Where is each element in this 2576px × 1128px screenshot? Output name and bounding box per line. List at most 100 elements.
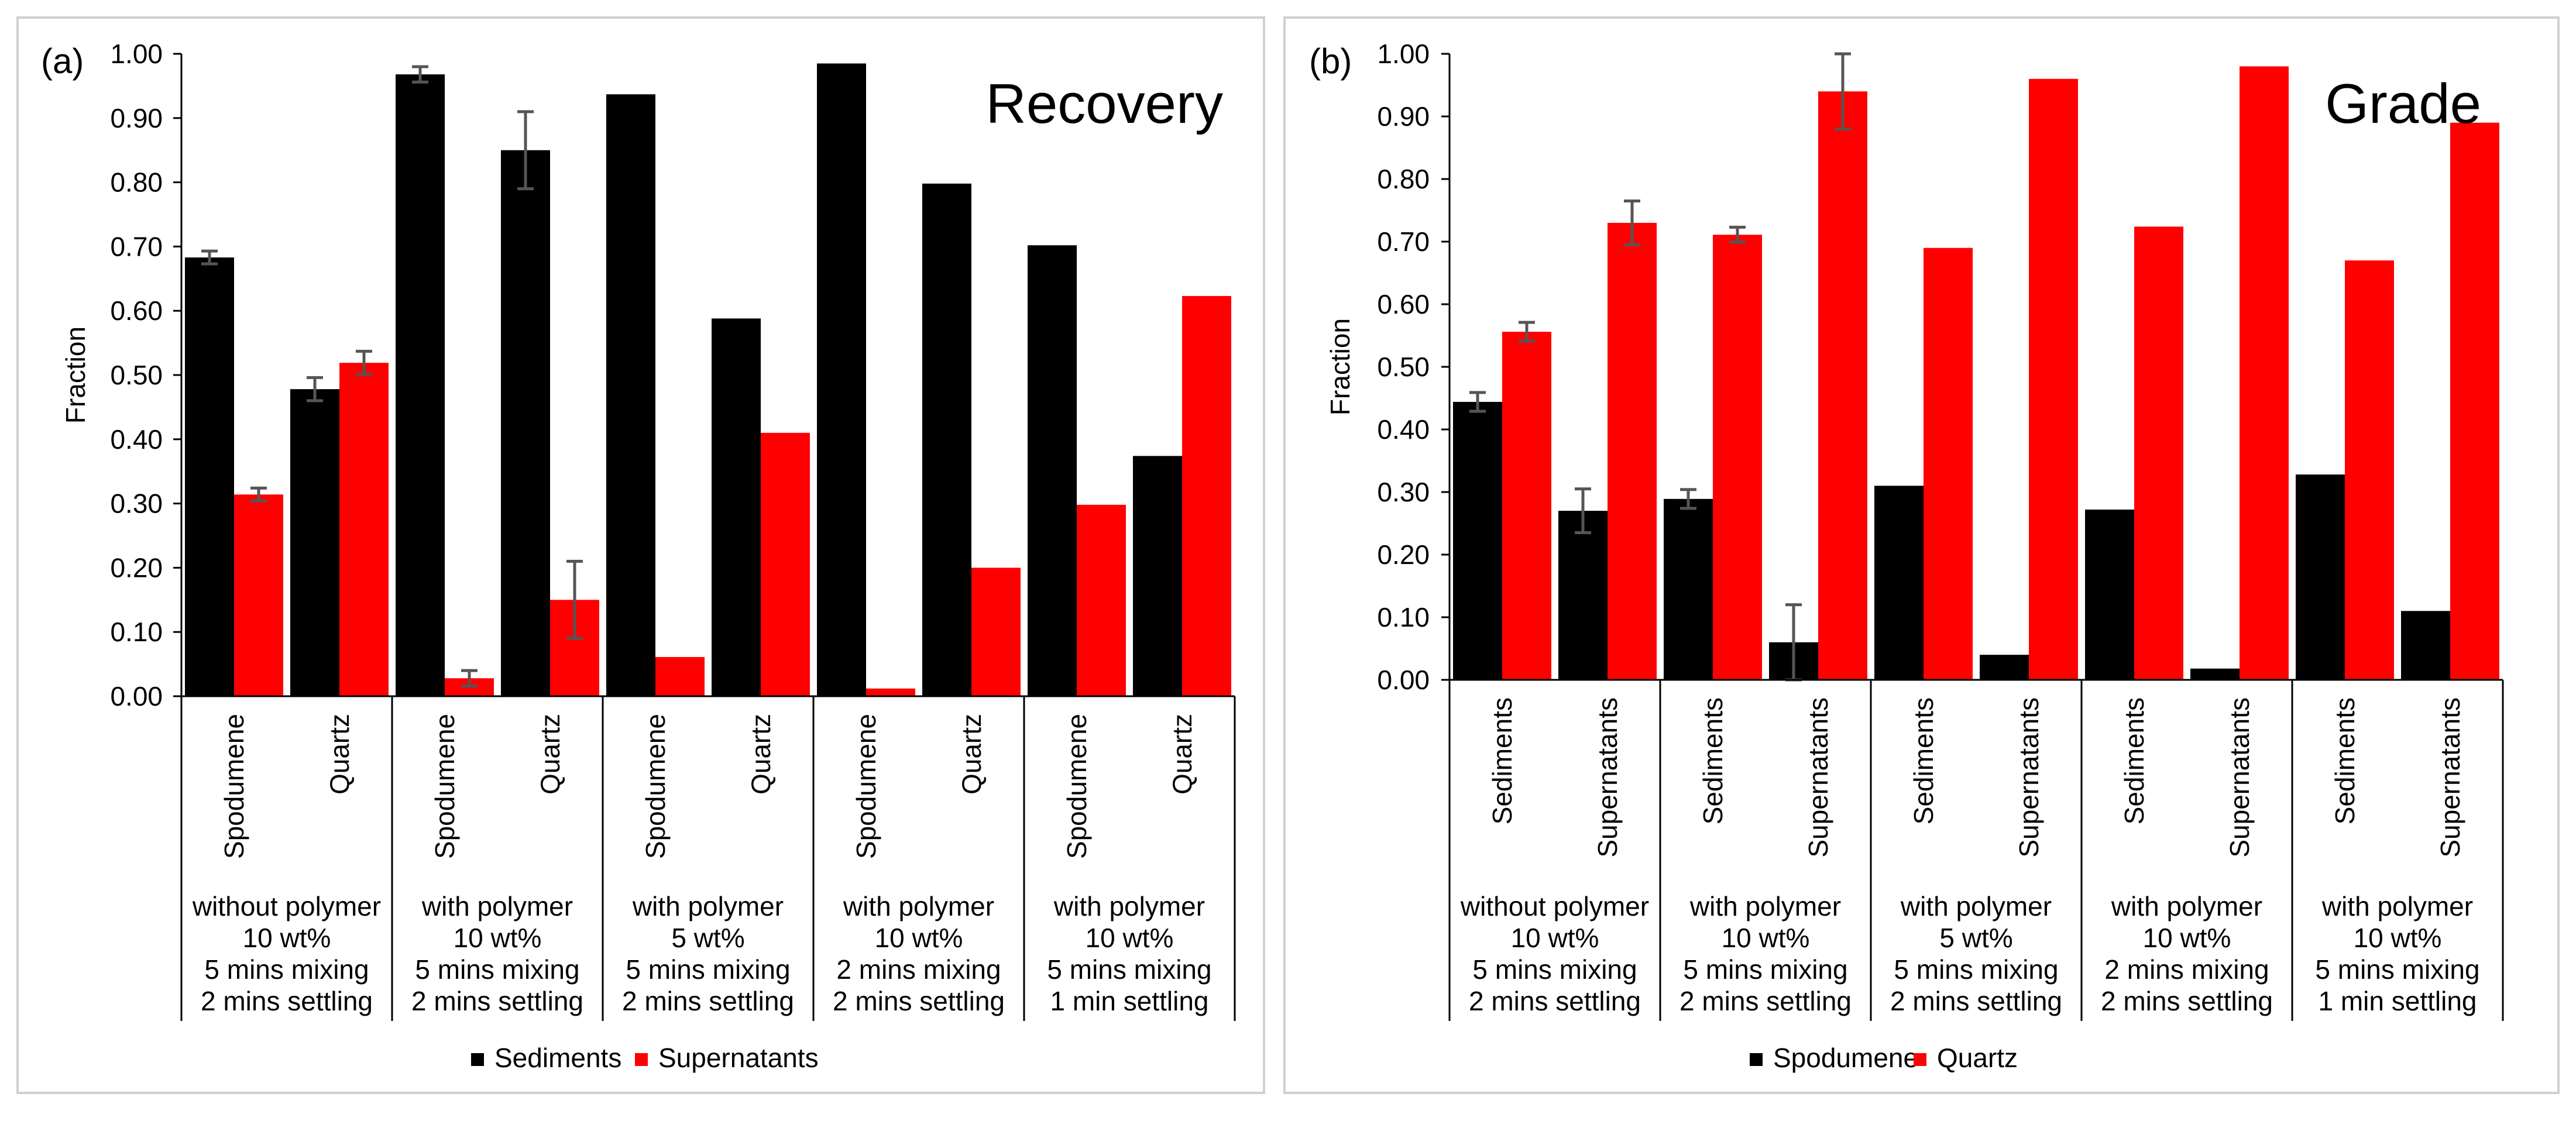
group-condition-label: with polymer — [1900, 891, 2052, 921]
y-tick-label: 0.80 — [1377, 164, 1430, 194]
group-condition-label: with polymer — [421, 891, 573, 921]
bar-quartz — [2240, 66, 2289, 680]
category-label: Supernatants — [1803, 697, 1833, 858]
y-axis-label: Fraction — [60, 326, 91, 424]
y-tick-label: 1.00 — [110, 39, 163, 69]
group-condition-label: 2 mins mixing — [836, 954, 1001, 985]
category-label: Quartz — [746, 714, 776, 795]
bar-quartz — [2450, 122, 2499, 680]
bar-quartz — [1713, 235, 1762, 680]
bar-quartz — [1502, 332, 1551, 680]
y-tick-label: 0.40 — [110, 424, 163, 455]
group-condition-label: 5 mins mixing — [626, 954, 790, 985]
y-tick-label: 0.20 — [110, 552, 163, 583]
category-label: Spodumene — [640, 714, 671, 859]
category-label: Sediments — [2330, 697, 2360, 824]
chart-title: Recovery — [986, 73, 1223, 135]
category-label: Spodumene — [430, 714, 460, 859]
category-label: Supernatants — [1592, 697, 1623, 858]
group-condition-label: 10 wt% — [243, 923, 331, 953]
bar-spodumene — [1453, 401, 1502, 680]
group-condition-label: 5 mins mixing — [2315, 954, 2479, 985]
group-condition-label: 10 wt% — [1511, 923, 1599, 953]
group-condition-label: 2 mins settling — [622, 986, 794, 1016]
category-label: Sediments — [1908, 697, 1939, 824]
y-tick-label: 0.70 — [110, 231, 163, 262]
group-condition-label: 5 mins mixing — [415, 954, 579, 985]
legend-swatch-quartz — [1914, 1053, 1926, 1066]
bar-quartz — [2029, 78, 2078, 680]
y-tick-label: 0.30 — [1377, 477, 1430, 507]
group-condition-label: 2 mins mixing — [2104, 954, 2269, 985]
bar-spodumene — [1980, 655, 2029, 680]
y-tick-label: 0.30 — [110, 489, 163, 519]
y-tick-label: 0.70 — [1377, 226, 1430, 257]
bar-quartz — [1818, 91, 1867, 680]
panel-frame — [16, 16, 1265, 1094]
group-condition-label: 5 mins mixing — [204, 954, 369, 985]
group-condition-label: with polymer — [2111, 891, 2262, 921]
panel-frame — [1283, 16, 2560, 1094]
group-condition-label: with polymer — [2321, 891, 2473, 921]
category-label: Quartz — [535, 714, 565, 795]
bar-supernatants — [339, 363, 389, 696]
category-label: Quartz — [956, 714, 987, 795]
category-label: Quartz — [1167, 714, 1197, 795]
bar-sediments — [1133, 456, 1182, 696]
group-condition-label: 1 min settling — [1050, 986, 1208, 1016]
bar-quartz — [1608, 222, 1657, 680]
recovery-chart-panel: 0.00 0.10 0.20 0.30 0.40 0.50 0.60 0.70 0.80 0.90… — [16, 16, 1265, 1094]
grade-chart-panel: 0.00 0.10 0.20 0.30 0.40 0.50 0.60 0.70 0.80 0.90… — [1283, 16, 2560, 1094]
legend-swatch-spodumene — [1750, 1053, 1763, 1066]
bar-supernatants — [1077, 504, 1126, 696]
category-label: Supernatants — [2014, 697, 2044, 858]
legend-swatch-sediments — [471, 1053, 484, 1066]
legend-label: Sediments — [494, 1043, 621, 1073]
legend-swatch-supernatants — [635, 1053, 648, 1066]
bar-sediments — [817, 63, 866, 697]
chart-title: Grade — [2325, 73, 2481, 135]
group-condition-label: 2 mins settling — [2101, 986, 2273, 1016]
y-tick-label: 0.50 — [110, 360, 163, 390]
bar-spodumene — [1664, 498, 1713, 680]
category-label: Supernatants — [2435, 697, 2465, 858]
group-condition-label: 10 wt% — [1722, 923, 1810, 953]
bar-spodumene — [2296, 474, 2345, 680]
y-tick-label: 0.10 — [1377, 602, 1430, 632]
group-condition-label: 10 wt% — [2143, 923, 2231, 953]
group-condition-label: without polymer — [1460, 891, 1649, 921]
group-condition-label: 5 wt% — [671, 923, 744, 953]
y-axis-label: Fraction — [1325, 318, 1355, 415]
bar-spodumene — [1558, 511, 1608, 680]
bar-sediments — [922, 183, 971, 696]
group-condition-label: with polymer — [843, 891, 994, 921]
y-tick-label: 0.10 — [110, 617, 163, 647]
category-label: Quartz — [324, 714, 355, 795]
bar-supernatants — [971, 568, 1021, 696]
group-condition-label: 2 mins settling — [1679, 986, 1852, 1016]
legend-label: Spodumene — [1773, 1043, 1918, 1073]
y-tick-label: 0.00 — [110, 681, 163, 711]
bar-spodumene — [2190, 668, 2240, 680]
category-label: Spodumene — [1062, 714, 1092, 859]
category-label: Sediments — [2119, 697, 2149, 824]
y-tick-label: 0.20 — [1377, 539, 1430, 570]
group-condition-label: with polymer — [632, 891, 784, 921]
group-condition-label: 2 mins settling — [411, 986, 583, 1016]
bar-quartz — [2134, 226, 2183, 680]
legend-label: Quartz — [1937, 1043, 2018, 1073]
bar-sediments — [501, 150, 550, 696]
bar-sediments — [606, 94, 655, 697]
category-label: Supernatants — [2224, 697, 2255, 858]
category-label: Spodumene — [851, 714, 881, 859]
bar-sediments — [185, 257, 234, 696]
group-condition-label: 1 min settling — [2318, 986, 2477, 1016]
bar-sediments — [1028, 245, 1077, 697]
group-condition-label: 5 mins mixing — [1894, 954, 2058, 985]
category-label: Spodumene — [219, 714, 249, 859]
y-tick-label: 0.40 — [1377, 414, 1430, 445]
group-condition-label: 2 mins settling — [201, 986, 373, 1016]
group-condition-label: 2 mins settling — [1890, 986, 2062, 1016]
bar-supernatants — [234, 494, 283, 696]
group-condition-label: 5 mins mixing — [1472, 954, 1637, 985]
